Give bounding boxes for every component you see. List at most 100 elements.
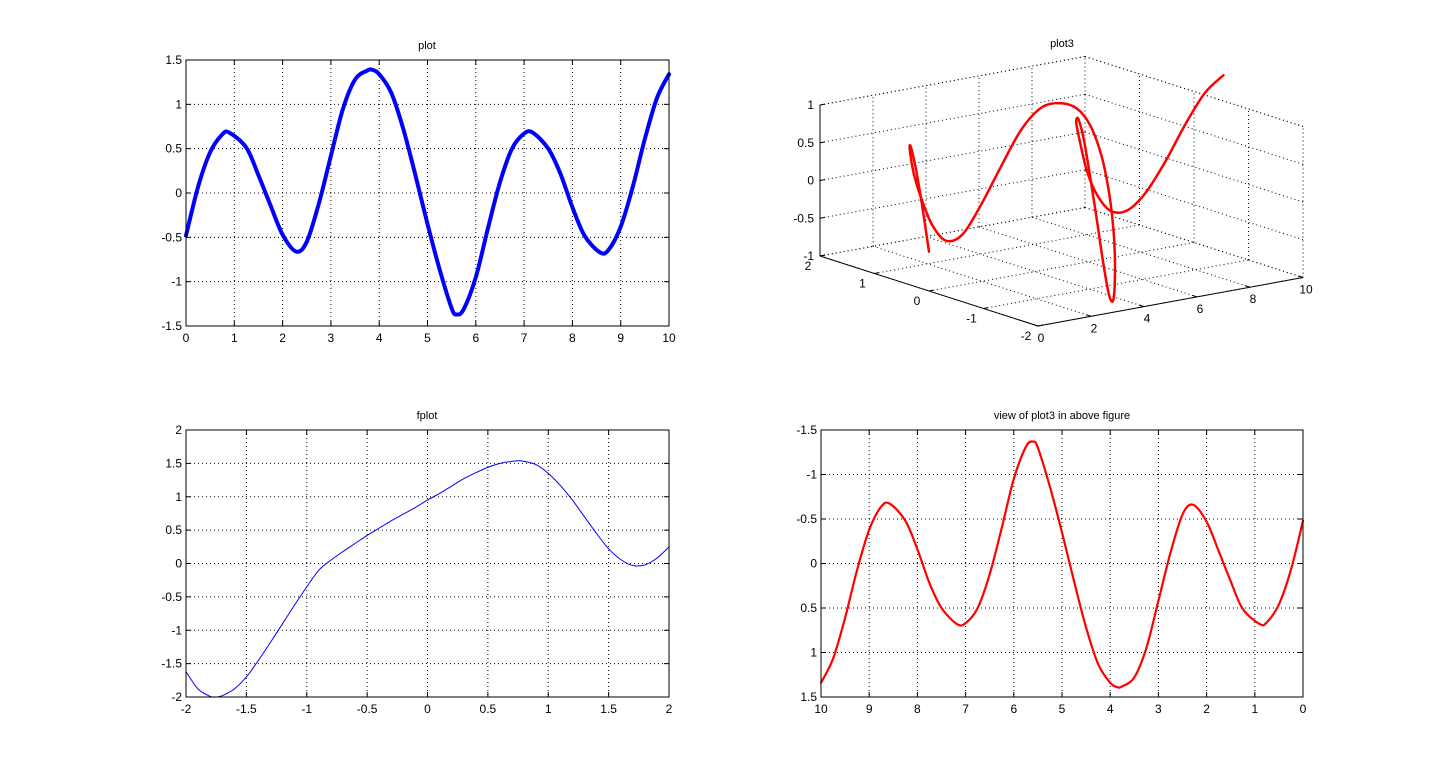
fplot-ytick-label: 1 xyxy=(175,490,182,504)
plot3-xtick-label: 8 xyxy=(1250,292,1257,306)
view-series-line xyxy=(819,440,1305,689)
fplot-ytick-label: 2 xyxy=(175,423,182,437)
fplot-ytick-label: -0.5 xyxy=(161,590,182,604)
plot-series-group xyxy=(184,67,671,317)
plot3-xtick-label: 0 xyxy=(1038,331,1045,345)
fplot-title: fplot xyxy=(417,410,438,422)
plot3-xtick-mark xyxy=(1244,285,1251,288)
view-xtick-label: 1 xyxy=(1251,702,1258,716)
fplot-xtick-label: -1.5 xyxy=(236,702,257,716)
plot3-grid xyxy=(819,56,1304,327)
plot3-series-line xyxy=(908,74,1225,303)
plot3-floor-ygrid xyxy=(928,242,1195,292)
fplot-series-group xyxy=(185,460,670,698)
plot-ytick-label: -1.5 xyxy=(161,319,182,333)
view-ytick-label: 0.5 xyxy=(800,601,817,615)
plot-xtick-label: 0 xyxy=(183,331,190,345)
plot3-ytick-label: 0 xyxy=(914,294,921,308)
view-grid xyxy=(821,430,1303,697)
fplot-ytick-label: -2 xyxy=(171,690,182,704)
fplot-ytick-label: 0 xyxy=(175,557,182,571)
plot3-backwall-zgrid xyxy=(819,131,1086,181)
plot3-series-group xyxy=(908,74,1225,303)
view-ytick-label: -1 xyxy=(806,468,817,482)
plot3-xtick-label: 4 xyxy=(1144,312,1151,326)
view-xtick-label: 0 xyxy=(1300,702,1307,716)
plot3-ytick-mark xyxy=(874,272,880,274)
view-axes: view of plot3 in above figure 10 9 8 7 6 5 4 3 2… xyxy=(796,410,1306,716)
fplot-axes: fplot -2 -1.5 -1 -0.5 0 0.5 1 1.5 2 -2 -1.5 -1 -0.5 0… xyxy=(161,410,672,716)
plot3-box-edge xyxy=(819,56,1086,106)
plot-axes: plot 0 1 2 3 4 5 6 7 8 9 10 -1.5 -1 -0.5 0 0.5 1 1.5 xyxy=(161,40,676,345)
view-xtick-label: 2 xyxy=(1203,702,1210,716)
plot3-ztick-label: 0 xyxy=(807,174,814,188)
plot3-floor-ygrid xyxy=(983,259,1249,309)
view-ytick-label: 1.5 xyxy=(800,690,817,704)
plot3-xtick-mark xyxy=(1297,275,1304,278)
plot3-ytick-mark xyxy=(983,307,989,309)
view-ytick-label: -1.5 xyxy=(796,423,817,437)
plot3-ytick-label: 1 xyxy=(859,277,866,291)
fplot-ticks: -2 -1.5 -1 -0.5 0 0.5 1 1.5 2 -2 -1.5 -1 -0.5 0 0.5 1 1.… xyxy=(161,423,672,716)
plot-xtick-label: 10 xyxy=(662,331,676,345)
plot3-xtick-mark xyxy=(1191,294,1198,298)
plot3-ztick-label: 0.5 xyxy=(797,136,814,150)
view-xtick-label: 5 xyxy=(1059,702,1066,716)
plot3-floor-ygrid xyxy=(874,224,1140,274)
plot3-ytick-label: -2 xyxy=(1021,329,1032,343)
plot-xtick-label: 4 xyxy=(376,331,383,345)
view-xtick-label: 3 xyxy=(1155,702,1162,716)
plot3-backwall-zgrid xyxy=(819,207,1086,257)
plot3-ytick-label: -1 xyxy=(966,312,977,326)
plot3-xtick-label: 10 xyxy=(1299,283,1313,297)
plot3-xtick-label: 2 xyxy=(1091,321,1098,335)
view-ytick-label: 1 xyxy=(810,646,817,660)
fplot-xtick-label: 0.5 xyxy=(480,702,497,716)
plot3-backwall-zgrid xyxy=(819,169,1086,219)
plot3-title: plot3 xyxy=(1050,38,1074,50)
plot-xtick-label: 3 xyxy=(328,331,335,345)
view-xtick-label: 4 xyxy=(1107,702,1114,716)
fplot-xtick-label: 1.5 xyxy=(600,702,617,716)
plot3-xtick-label: 6 xyxy=(1197,302,1204,316)
plot-title: plot xyxy=(418,40,436,52)
fplot-ytick-label: -1.5 xyxy=(161,657,182,671)
view-xtick-label: 7 xyxy=(962,702,969,716)
fplot-series-line xyxy=(185,460,670,698)
view-xtick-label: 8 xyxy=(914,702,921,716)
plot-xtick-label: 2 xyxy=(279,331,286,345)
plot-xtick-label: 5 xyxy=(424,331,431,345)
plot-ytick-label: -0.5 xyxy=(161,230,182,244)
plot3-ztick-mark xyxy=(819,254,826,257)
plot3-ztick-mark xyxy=(819,141,826,144)
plot-xtick-label: 9 xyxy=(617,331,624,345)
plot-xtick-label: 6 xyxy=(472,331,479,345)
plot3-xtick-mark xyxy=(1085,314,1092,317)
plot3-ytick-mark xyxy=(1037,324,1043,327)
plot3-ztick-label: -1 xyxy=(803,249,814,263)
plot3-backwall-zgrid xyxy=(819,93,1086,144)
fplot-xtick-label: -0.5 xyxy=(357,702,378,716)
plot-xtick-label: 7 xyxy=(521,331,528,345)
fplot-ytick-label: 0.5 xyxy=(165,523,182,537)
plot3-ztick-mark xyxy=(819,216,826,219)
view-title: view of plot3 in above figure xyxy=(994,410,1130,422)
plot-ytick-label: 1.5 xyxy=(165,53,182,67)
plot3-ztick-mark xyxy=(819,179,826,181)
view-ytick-label: -0.5 xyxy=(796,512,817,526)
plot3-ztick-label: 1 xyxy=(807,98,814,112)
fplot-xtick-label: -1 xyxy=(301,702,312,716)
fplot-xtick-label: 2 xyxy=(666,702,673,716)
plot-xtick-label: 1 xyxy=(231,331,238,345)
plot3-ztick-label: -0.5 xyxy=(793,211,814,225)
view-ticks: 10 9 8 7 6 5 4 3 2 1 0-1.5-1-0.500.511.5 xyxy=(796,423,1306,716)
plot-ticks: 0 1 2 3 4 5 6 7 8 9 10 -1.5 -1 -0.5 0 0.5 1 1.5 xyxy=(161,53,676,345)
view-series-group xyxy=(819,440,1305,689)
plot3-ytick-mark xyxy=(928,289,934,292)
plot3-x-axis-line xyxy=(1037,277,1304,327)
plot-series-line xyxy=(184,67,671,317)
